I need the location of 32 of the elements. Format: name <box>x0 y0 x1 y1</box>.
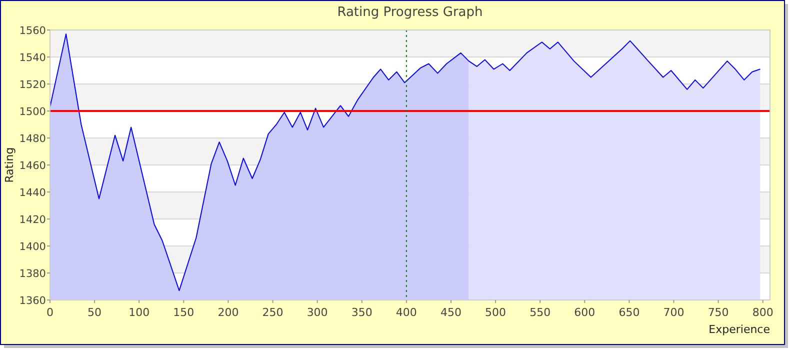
x-tick-label: 150 <box>173 306 194 319</box>
y-axis-title: Rating <box>3 147 16 183</box>
y-tick-label: 1360 <box>19 295 46 307</box>
y-tick-label: 1460 <box>19 160 46 172</box>
x-tick-label: 250 <box>262 306 284 319</box>
y-tick-label: 1420 <box>19 214 46 226</box>
x-tick-label: 450 <box>440 306 462 319</box>
x-tick-label: 100 <box>128 306 150 319</box>
x-tick-label: 550 <box>530 306 551 319</box>
y-tick-label: 1440 <box>19 187 46 199</box>
y-tick-label: 1400 <box>19 241 46 253</box>
x-tick-label: 400 <box>396 306 417 319</box>
x-tick-label: 650 <box>618 306 640 319</box>
x-tick-label: 200 <box>218 306 239 319</box>
x-tick-label: 350 <box>351 306 372 319</box>
x-axis-title: Experience <box>708 323 770 336</box>
y-tick-label: 1560 <box>19 25 46 37</box>
x-tick-label: 600 <box>574 306 596 319</box>
chart-title: Rating Progress Graph <box>337 5 483 20</box>
x-tick-label: 750 <box>708 306 729 319</box>
x-tick-label: 800 <box>752 306 774 319</box>
x-tick-label: 300 <box>306 306 328 319</box>
y-tick-label: 1380 <box>19 268 46 280</box>
line-series <box>50 34 761 292</box>
x-tick-label: 0 <box>46 306 54 319</box>
x-tick-label: 700 <box>663 306 684 319</box>
y-tick-label: 1540 <box>19 52 46 64</box>
y-tick-label: 1480 <box>19 133 46 145</box>
x-tick-label: 50 <box>88 306 102 319</box>
y-tick-label: 1500 <box>19 106 46 118</box>
x-tick-label: 500 <box>485 306 506 319</box>
y-tick-label: 1520 <box>19 79 46 91</box>
